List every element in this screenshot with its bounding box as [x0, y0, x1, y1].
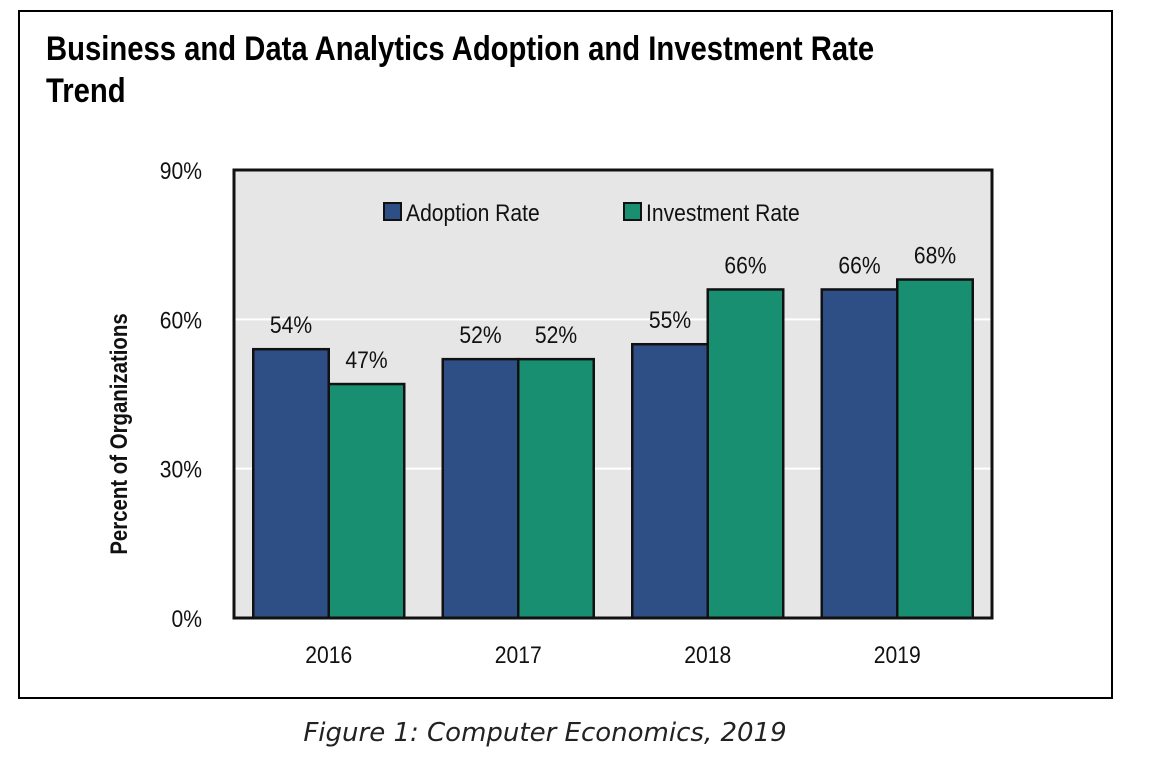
bar-investment-rate: [517, 357, 595, 620]
bar-investment-rate: [706, 288, 785, 620]
chart-frame: [18, 10, 1113, 699]
bar-adoption-rate: [252, 347, 330, 620]
y-tick-label: 90%: [160, 158, 202, 185]
y-axis-label: Percent of Organizations: [105, 313, 132, 554]
bar-adoption-rate: [631, 342, 709, 620]
legend-swatch: [623, 202, 642, 221]
data-label: 47%: [345, 347, 387, 374]
data-label: 52%: [535, 322, 577, 349]
bar-adoption-rate: [820, 288, 899, 620]
x-tick-label: 2016: [305, 642, 352, 669]
plot-border: [232, 168, 994, 620]
data-label: 52%: [459, 322, 501, 349]
x-tick-label: 2017: [495, 642, 542, 669]
data-label: 66%: [724, 252, 766, 279]
y-tick-label: 60%: [160, 307, 202, 334]
chart-title: Business and Data Analytics Adoption and…: [46, 30, 875, 110]
y-tick-label: 0%: [171, 606, 202, 633]
x-tick-label: 2018: [684, 642, 731, 669]
legend-label: Investment Rate: [646, 200, 800, 227]
figure-caption: Figure 1: Computer Economics, 2019: [303, 718, 787, 748]
legend-label: Adoption Rate: [406, 200, 540, 227]
bar-investment-rate: [327, 382, 406, 620]
legend-swatch: [383, 202, 402, 221]
data-label: 55%: [649, 307, 691, 334]
x-tick-label: 2019: [874, 642, 921, 669]
y-tick-label: 30%: [160, 456, 202, 483]
bar-investment-rate: [896, 278, 974, 620]
data-label: 68%: [914, 242, 956, 269]
data-label: 54%: [270, 312, 312, 339]
data-label: 66%: [838, 252, 880, 279]
bar-adoption-rate: [441, 357, 520, 620]
